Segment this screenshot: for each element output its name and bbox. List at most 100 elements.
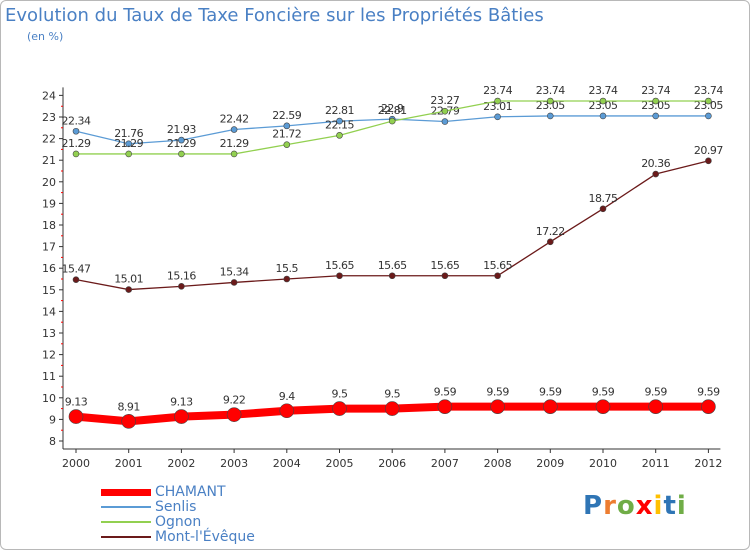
x-tick-label: 2012 — [694, 457, 722, 470]
data-label-3: 15.65 — [483, 259, 512, 272]
data-label-1: 22.9 — [381, 102, 404, 115]
x-tick-label: 2001 — [115, 457, 143, 470]
data-label-1: 22.59 — [272, 109, 301, 122]
legend-label-senlis: Senlis — [155, 499, 197, 515]
data-label-1: 23.05 — [694, 99, 723, 112]
data-label-3: 15.65 — [378, 259, 407, 272]
legend-swatch-senlis — [101, 506, 151, 508]
x-tick-label: 2011 — [642, 457, 670, 470]
y-tick-label: 14 — [42, 305, 56, 318]
data-label-0: 9.59 — [539, 386, 562, 399]
data-point-1 — [546, 112, 554, 120]
x-tick-label: 2008 — [484, 457, 512, 470]
y-tick-label: 8 — [49, 435, 56, 448]
data-label-0: 9.13 — [170, 396, 193, 409]
data-label-0: 9.59 — [486, 386, 509, 399]
data-point-0 — [437, 399, 453, 414]
y-tick-label: 23 — [42, 111, 56, 124]
legend-swatch-chamant — [101, 489, 151, 496]
data-label-2: 21.29 — [220, 137, 249, 150]
data-label-0: 9.59 — [697, 386, 720, 399]
legend-label-mont-l-eveque: Mont-l'Évêque — [155, 529, 255, 545]
data-point-1 — [652, 112, 660, 120]
x-tick-label: 2010 — [589, 457, 617, 470]
data-point-3 — [546, 238, 554, 246]
data-point-2 — [72, 150, 80, 158]
data-point-2 — [652, 97, 660, 105]
legend-label-chamant: CHAMANT — [155, 484, 226, 500]
data-point-1 — [494, 113, 501, 121]
data-label-2: 23.27 — [430, 94, 459, 107]
data-point-3 — [230, 279, 238, 286]
data-label-3: 15.01 — [114, 273, 143, 286]
data-point-2 — [494, 97, 501, 105]
data-label-1: 22.42 — [220, 113, 249, 126]
data-point-0 — [68, 409, 84, 424]
data-point-3 — [388, 272, 396, 280]
data-point-0 — [648, 399, 664, 414]
data-point-0 — [384, 401, 400, 416]
data-label-3: 15.34 — [220, 265, 249, 278]
data-point-2 — [336, 132, 343, 139]
data-point-3 — [441, 272, 449, 280]
x-tick-label: 2005 — [326, 457, 354, 470]
data-point-2 — [230, 150, 238, 158]
data-label-2: 21.72 — [272, 128, 301, 141]
x-tick-label: 2007 — [431, 457, 459, 470]
y-tick-label: 22 — [42, 133, 56, 146]
data-point-2 — [599, 97, 607, 105]
data-label-1: 23.05 — [589, 99, 618, 112]
data-point-3 — [178, 283, 185, 290]
x-tick-label: 2000 — [62, 457, 90, 470]
y-tick-label: 17 — [42, 241, 56, 254]
logo-letter: i — [676, 491, 687, 521]
data-label-0: 8.91 — [117, 400, 140, 413]
data-point-1 — [599, 112, 607, 120]
legend-item-ognon: Ognon — [101, 514, 361, 530]
y-tick-label: 19 — [42, 197, 56, 210]
y-tick-label: 21 — [42, 154, 56, 167]
data-point-2 — [388, 117, 396, 125]
data-label-3: 15.65 — [430, 259, 459, 272]
data-label-0: 9.5 — [332, 388, 348, 401]
data-label-2: 21.29 — [114, 137, 143, 150]
legend-label-ognon: Ognon — [155, 514, 202, 530]
data-point-2 — [283, 141, 291, 148]
data-label-2: 23.74 — [483, 84, 512, 97]
legend-item-mont-l-eveque: Mont-l'Évêque — [101, 529, 361, 545]
y-tick-label: 24 — [42, 89, 56, 102]
data-label-3: 20.36 — [641, 157, 670, 170]
data-label-0: 9.59 — [592, 386, 615, 399]
data-label-1: 22.81 — [325, 104, 354, 117]
data-point-0 — [595, 399, 611, 414]
x-tick-label: 2004 — [273, 457, 301, 470]
data-label-2: 23.74 — [589, 84, 618, 97]
chart-title: Evolution du Taux de Taxe Foncière sur l… — [5, 5, 544, 26]
data-point-1 — [283, 122, 291, 130]
logo-letter: t — [663, 491, 677, 521]
data-label-0: 9.13 — [65, 396, 88, 409]
data-point-1 — [705, 112, 712, 120]
data-label-0: 9.5 — [384, 388, 400, 401]
legend-item-senlis: Senlis — [101, 499, 361, 515]
logo-letter: x — [635, 491, 654, 521]
data-point-0 — [542, 399, 558, 414]
x-tick-label: 2006 — [378, 457, 406, 470]
y-tick-label: 15 — [42, 284, 56, 297]
x-tick-label: 2003 — [220, 457, 248, 470]
data-point-2 — [441, 107, 449, 115]
data-point-0 — [226, 407, 242, 422]
data-label-0: 9.22 — [223, 394, 246, 407]
logo-letter: o — [616, 491, 636, 521]
data-point-2 — [178, 150, 185, 158]
data-point-1 — [72, 127, 80, 135]
data-point-3 — [72, 276, 80, 283]
data-label-3: 15.65 — [325, 259, 354, 272]
data-label-1: 21.93 — [167, 123, 196, 136]
data-point-3 — [125, 286, 132, 293]
data-label-3: 15.16 — [167, 269, 196, 282]
logo-letter: i — [653, 491, 664, 521]
data-label-1: 23.05 — [641, 99, 670, 112]
